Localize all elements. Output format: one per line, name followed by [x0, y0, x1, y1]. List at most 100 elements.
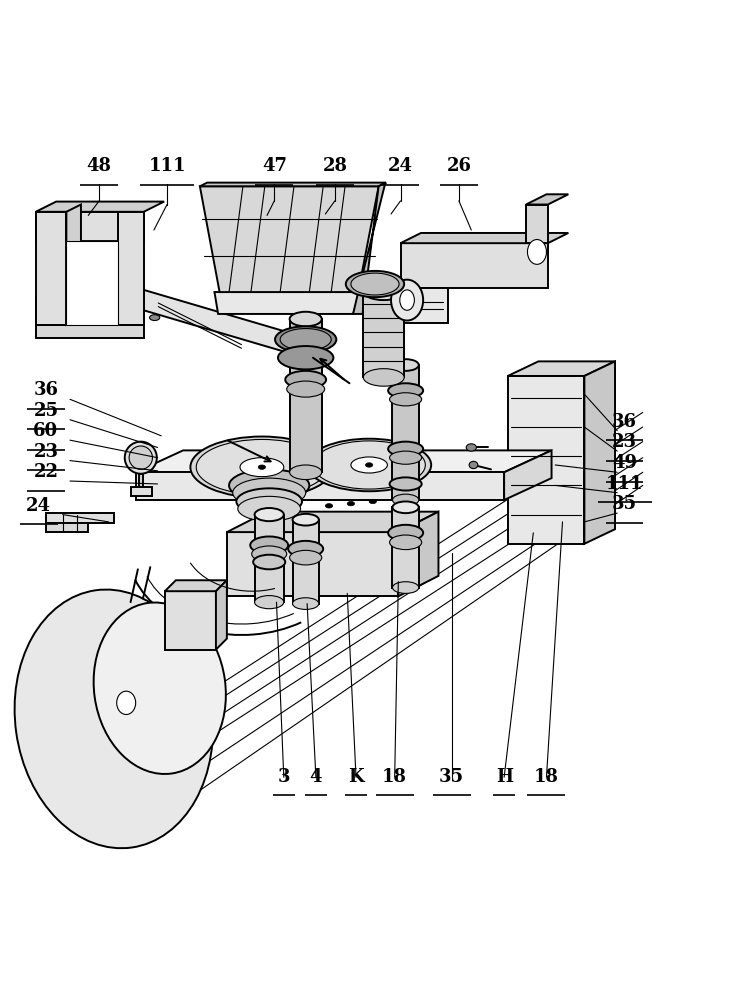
Ellipse shape	[250, 536, 288, 554]
Ellipse shape	[258, 465, 265, 469]
Ellipse shape	[129, 446, 153, 469]
Ellipse shape	[254, 508, 284, 521]
Ellipse shape	[275, 326, 336, 353]
Ellipse shape	[251, 546, 287, 562]
Polygon shape	[67, 241, 118, 325]
Polygon shape	[393, 507, 419, 588]
Ellipse shape	[400, 290, 414, 310]
Ellipse shape	[388, 442, 423, 456]
Text: 111: 111	[606, 475, 643, 493]
Polygon shape	[508, 376, 584, 544]
Ellipse shape	[469, 461, 478, 469]
Polygon shape	[526, 205, 548, 243]
Text: 36: 36	[34, 381, 58, 399]
Ellipse shape	[288, 541, 323, 557]
Text: 4: 4	[310, 768, 322, 786]
Polygon shape	[508, 361, 615, 376]
Polygon shape	[227, 512, 439, 532]
Polygon shape	[401, 233, 568, 243]
Ellipse shape	[238, 496, 300, 521]
Ellipse shape	[285, 371, 326, 388]
Text: 25: 25	[34, 402, 58, 420]
Polygon shape	[139, 474, 143, 487]
Ellipse shape	[351, 273, 399, 295]
Text: 36: 36	[612, 413, 637, 431]
Ellipse shape	[125, 442, 157, 474]
Ellipse shape	[346, 271, 404, 297]
Ellipse shape	[287, 381, 325, 397]
Ellipse shape	[15, 590, 213, 848]
Polygon shape	[144, 290, 292, 354]
Polygon shape	[254, 515, 284, 602]
Polygon shape	[200, 183, 386, 186]
Ellipse shape	[289, 465, 322, 480]
Polygon shape	[36, 297, 144, 325]
Text: 49: 49	[612, 454, 637, 472]
Polygon shape	[46, 513, 114, 523]
Polygon shape	[165, 580, 227, 591]
Polygon shape	[353, 183, 386, 314]
Ellipse shape	[254, 596, 284, 609]
Polygon shape	[401, 288, 448, 323]
Polygon shape	[401, 243, 548, 288]
Polygon shape	[363, 291, 404, 377]
Ellipse shape	[388, 383, 423, 398]
Ellipse shape	[292, 598, 319, 609]
Text: H: H	[496, 768, 512, 786]
Ellipse shape	[232, 478, 306, 507]
Ellipse shape	[390, 535, 422, 550]
Polygon shape	[67, 205, 81, 325]
Polygon shape	[36, 202, 164, 212]
Ellipse shape	[94, 602, 226, 774]
Ellipse shape	[325, 504, 333, 508]
Polygon shape	[398, 512, 439, 596]
Ellipse shape	[390, 393, 422, 406]
Ellipse shape	[351, 457, 387, 473]
Ellipse shape	[369, 499, 376, 504]
Polygon shape	[36, 212, 67, 325]
Ellipse shape	[190, 437, 333, 498]
Ellipse shape	[289, 312, 322, 326]
Ellipse shape	[196, 439, 327, 495]
Text: 24: 24	[26, 497, 51, 515]
Polygon shape	[165, 591, 216, 650]
Ellipse shape	[240, 458, 284, 477]
Polygon shape	[504, 450, 552, 500]
Text: 48: 48	[87, 157, 112, 175]
Polygon shape	[214, 292, 360, 314]
Ellipse shape	[366, 463, 373, 467]
Ellipse shape	[278, 346, 333, 369]
Polygon shape	[36, 212, 144, 241]
Ellipse shape	[388, 525, 423, 541]
Polygon shape	[584, 361, 615, 544]
Ellipse shape	[292, 514, 319, 526]
Text: 47: 47	[262, 157, 287, 175]
Polygon shape	[292, 520, 319, 604]
Ellipse shape	[229, 469, 309, 501]
Text: 18: 18	[382, 768, 407, 786]
Ellipse shape	[363, 369, 404, 386]
Text: 23: 23	[34, 443, 58, 461]
Ellipse shape	[347, 501, 355, 506]
Ellipse shape	[466, 444, 477, 451]
Ellipse shape	[117, 691, 136, 715]
Ellipse shape	[313, 441, 425, 489]
Ellipse shape	[280, 329, 331, 350]
Ellipse shape	[393, 494, 419, 506]
Ellipse shape	[236, 488, 302, 515]
Polygon shape	[46, 523, 88, 532]
Text: 26: 26	[447, 157, 471, 175]
Ellipse shape	[363, 283, 404, 300]
Ellipse shape	[528, 240, 547, 264]
Polygon shape	[227, 532, 398, 596]
Ellipse shape	[393, 359, 419, 371]
Text: 28: 28	[322, 157, 347, 175]
Text: 35: 35	[612, 495, 637, 513]
Polygon shape	[136, 450, 552, 472]
Polygon shape	[216, 580, 227, 650]
Polygon shape	[36, 325, 144, 338]
Text: 24: 24	[388, 157, 413, 175]
Ellipse shape	[253, 555, 285, 569]
Polygon shape	[289, 319, 322, 472]
Ellipse shape	[307, 439, 431, 491]
